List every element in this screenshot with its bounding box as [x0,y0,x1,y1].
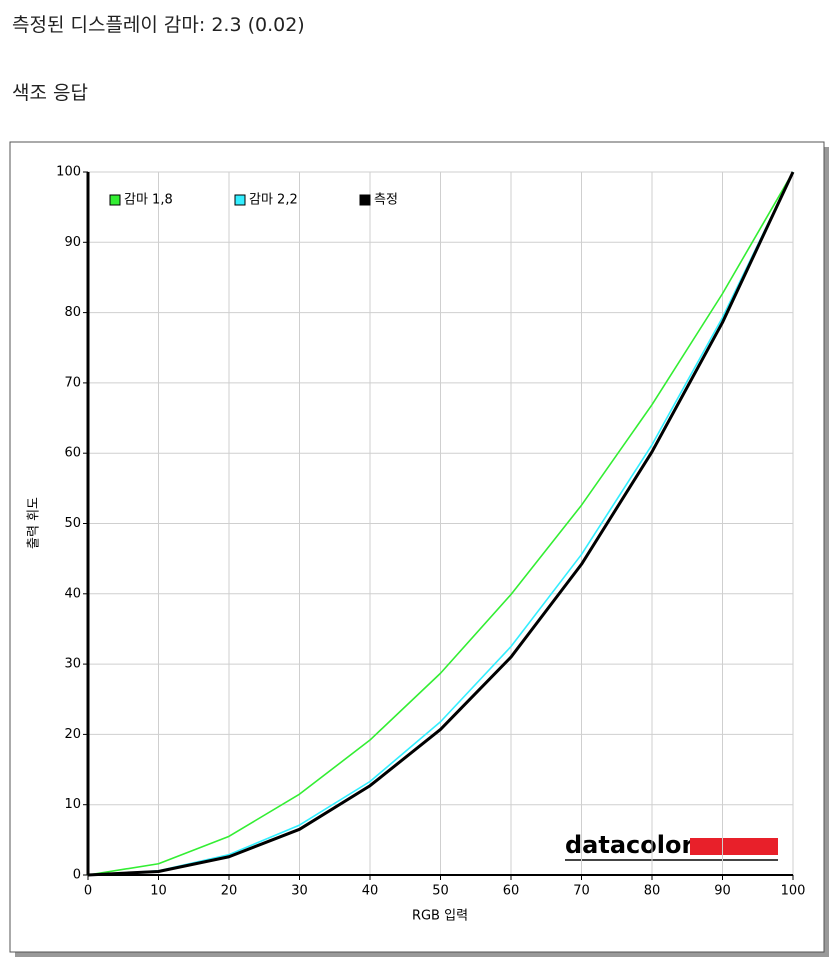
y-tick-label: 0 [73,868,81,883]
x-tick-label: 70 [573,884,590,899]
x-tick-label: 40 [362,884,379,899]
watermark: datacolor [565,831,693,859]
legend-label: 감마 2,2 [249,193,298,208]
legend-swatch [234,194,246,206]
y-tick-label: 60 [64,446,81,461]
y-tick-label: 100 [56,165,81,180]
x-tick-label: 0 [84,884,92,899]
y-tick-label: 10 [64,797,81,812]
x-axis-label: RGB 입력 [412,909,468,924]
y-axis-label: 출력 휘도 [27,497,42,549]
x-tick-label: 30 [291,884,308,899]
series-line [87,171,794,876]
series-line [87,171,794,876]
y-tick-label: 20 [64,727,81,742]
x-tick-label: 60 [503,884,520,899]
legend-label: 감마 1,8 [124,193,173,208]
legend-swatch [109,194,121,206]
x-tick-label: 50 [432,884,449,899]
x-tick-label: 90 [714,884,731,899]
y-tick-label: 30 [64,657,81,672]
x-tick-label: 80 [644,884,661,899]
y-tick-label: 40 [64,586,81,601]
watermark-bar [690,838,778,855]
y-tick-label: 70 [64,375,81,390]
legend-label: 측정 [374,193,398,208]
x-tick-label: 20 [221,884,238,899]
y-tick-label: 90 [64,235,81,250]
x-tick-label: 10 [150,884,167,899]
chart-frame [9,141,825,953]
series-line [87,171,795,877]
legend-swatch [359,194,371,206]
y-tick-label: 80 [64,305,81,320]
x-tick-label: 100 [781,884,806,899]
gamma-summary: 측정된 디스플레이 감마: 2.3 (0.02) [12,14,305,36]
y-tick-label: 50 [64,516,81,531]
section-title: 색조 응답 [12,82,88,104]
